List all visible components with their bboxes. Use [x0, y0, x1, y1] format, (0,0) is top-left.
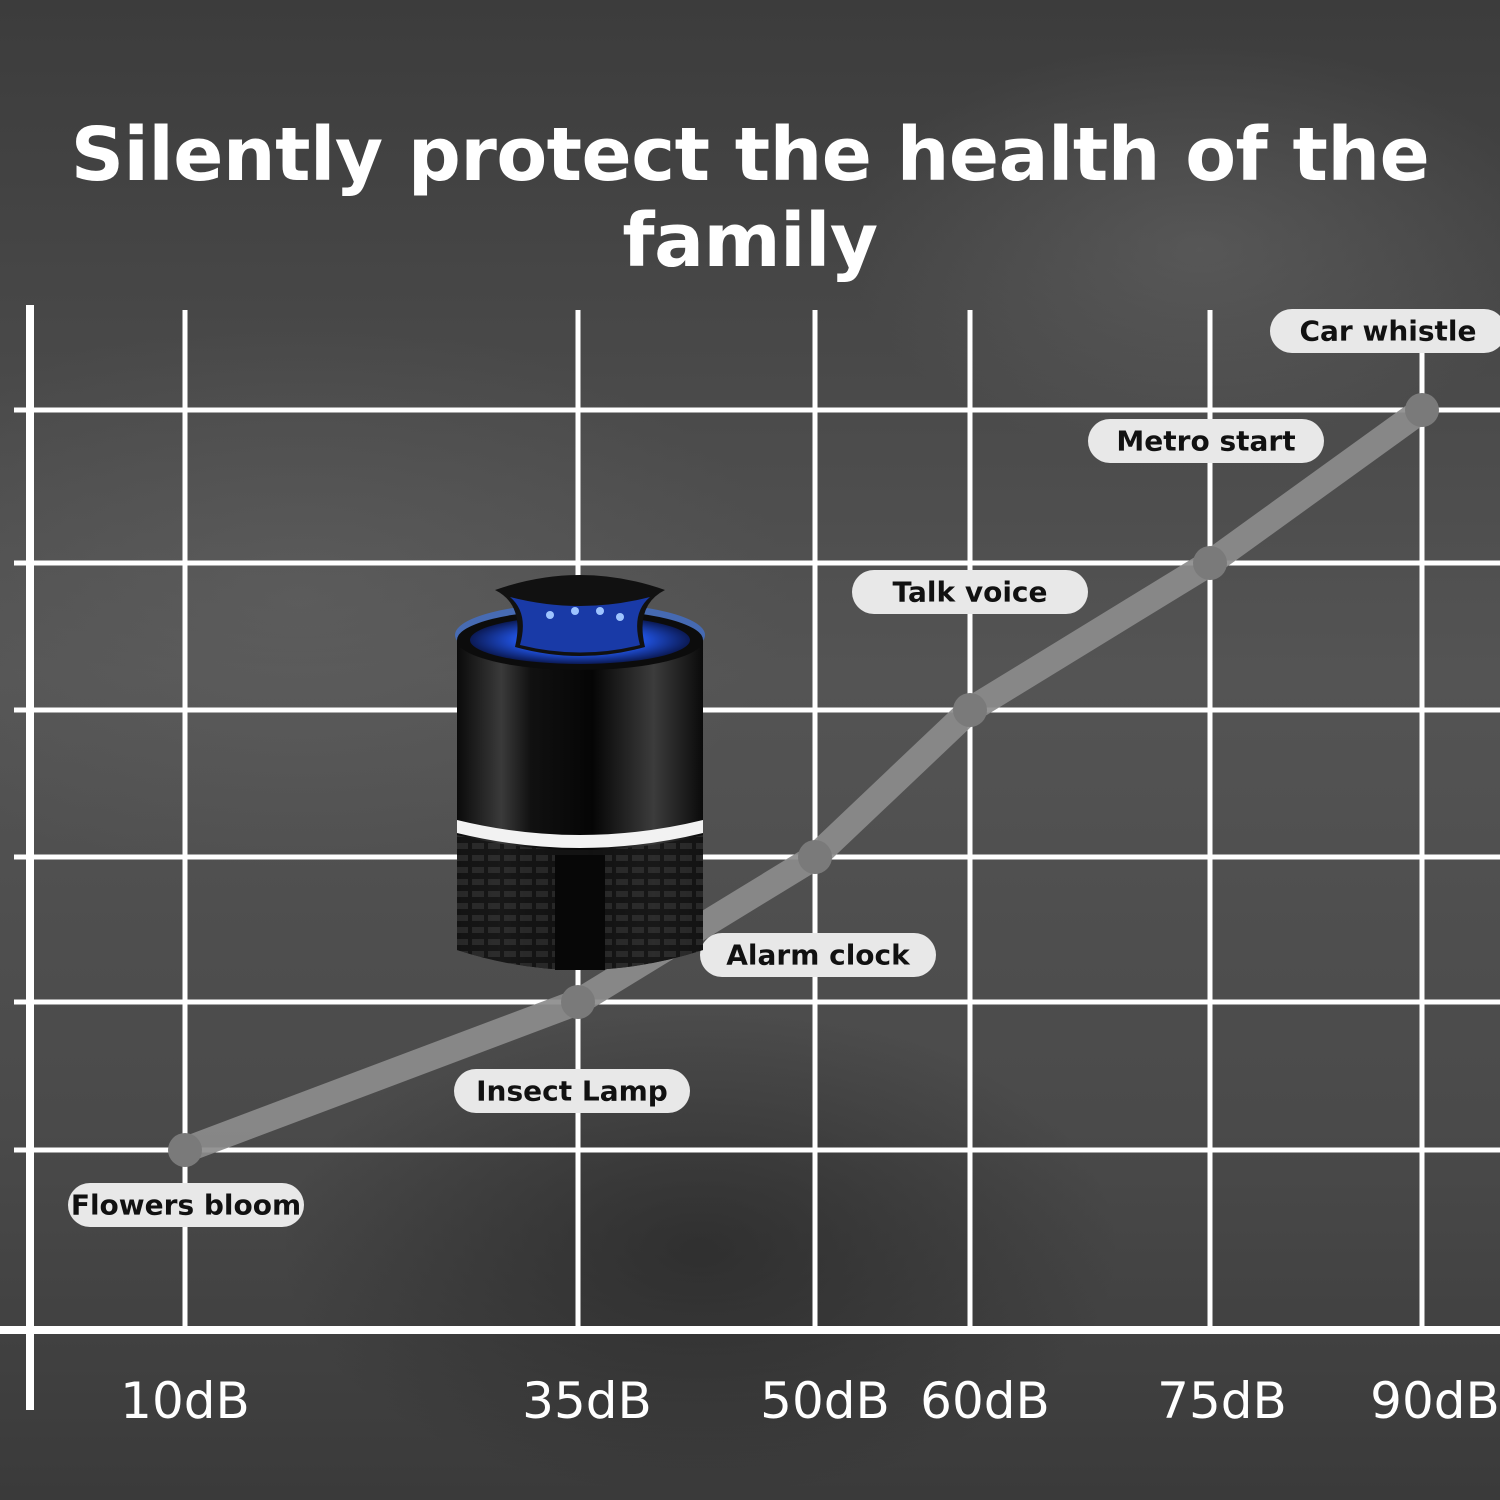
data-point: [168, 1133, 202, 1167]
point-label: Car whistle: [1270, 309, 1500, 353]
point-label-bg: [852, 570, 1088, 614]
point-label-text: Insect Lamp: [476, 1075, 668, 1108]
point-label: Alarm clock: [700, 933, 936, 977]
point-label-bg: [1088, 419, 1324, 463]
point-label-bg: [68, 1183, 304, 1227]
x-tick-labels: 10dB 35dB 50dB 60dB 75dB 90dB: [120, 1372, 1500, 1430]
data-point: [561, 985, 595, 1019]
point-label: Flowers bloom: [68, 1183, 304, 1227]
x-tick-label: 90dB: [1370, 1372, 1500, 1430]
point-label-bg: [454, 1069, 690, 1113]
point-label-text: Alarm clock: [726, 939, 911, 972]
x-tick-label: 10dB: [120, 1372, 250, 1430]
point-label-text: Car whistle: [1299, 315, 1476, 348]
point-label-text: Talk voice: [892, 576, 1047, 609]
point-labels: Flowers bloom Insect Lamp Alarm clock Talk …: [68, 309, 1500, 1227]
x-tick-label: 60dB: [920, 1372, 1050, 1430]
data-point: [1405, 393, 1439, 427]
x-tick-label: 35dB: [522, 1372, 652, 1430]
point-label-bg: [700, 933, 936, 977]
page-title: Silently protect the health of the famil…: [70, 112, 1430, 284]
chart-axes: [0, 305, 1500, 1410]
data-point: [953, 693, 987, 727]
x-tick-label: 75dB: [1157, 1372, 1287, 1430]
data-point: [1193, 546, 1227, 580]
point-label: Talk voice: [852, 570, 1088, 614]
point-label-text: Metro start: [1116, 425, 1295, 458]
x-tick-label: 50dB: [760, 1372, 890, 1430]
insect-lamp-icon: [455, 575, 705, 970]
point-label-text: Flowers bloom: [71, 1189, 301, 1222]
point-label: Insect Lamp: [454, 1069, 690, 1113]
chart-series: [168, 393, 1439, 1167]
data-point: [798, 840, 832, 874]
point-label-bg: [1270, 309, 1500, 353]
point-label: Metro start: [1088, 419, 1324, 463]
series-line: [172, 397, 1435, 1163]
